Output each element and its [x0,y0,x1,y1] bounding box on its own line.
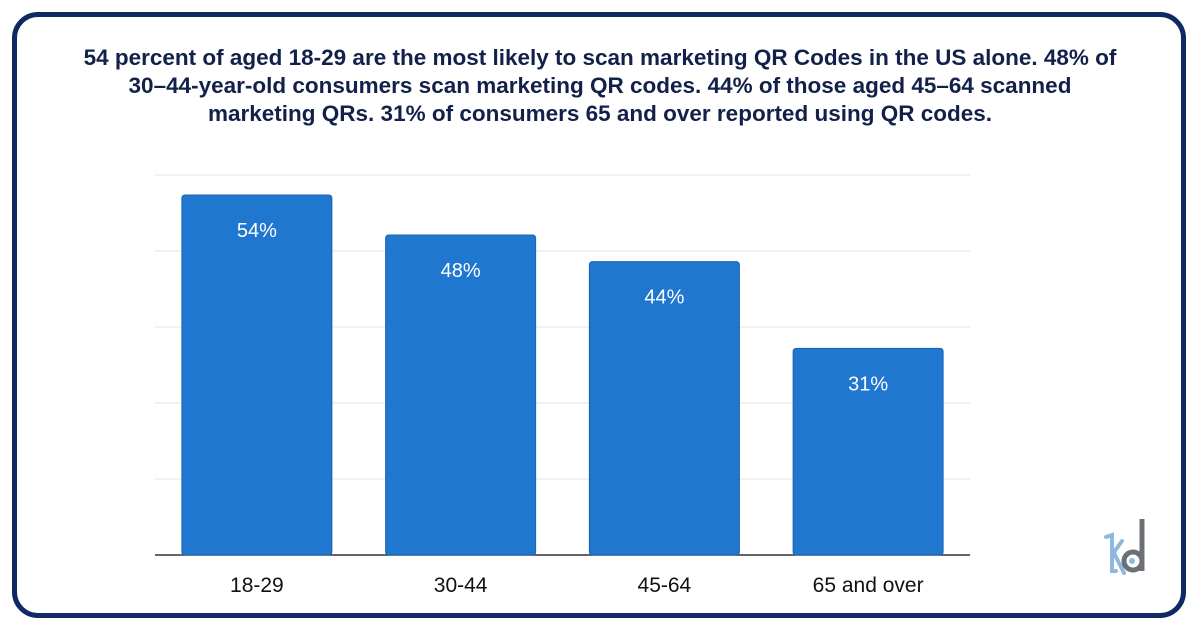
x-tick-label: 45-64 [638,574,692,597]
x-tick-label: 18-29 [230,574,284,597]
bar-30-44 [385,234,537,556]
x-tick-label: 30-44 [434,574,488,597]
bar-45-64 [588,261,740,556]
data-label: 44% [644,287,684,309]
data-label: 54% [237,220,277,242]
data-label: 48% [441,260,481,282]
bar-18-29 [181,194,333,556]
kd-logo [1104,519,1145,575]
x-tick-label: 65 and over [813,574,924,597]
data-label: 31% [848,373,888,395]
chart-title: 54 percent of aged 18-29 are the most li… [83,45,1117,126]
bar-65 and over [792,347,944,556]
